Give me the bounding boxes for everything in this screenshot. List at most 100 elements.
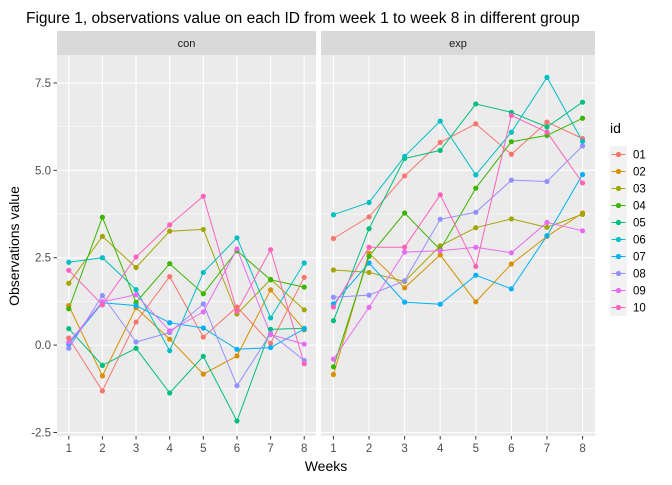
data-point-con-04 [301,284,307,290]
facet-strip [57,31,316,55]
data-point-exp-05 [330,318,337,324]
facet-panels: con 1 2 3 4 5 6 7 8 exp 1 2 3 4 5 6 7 8 [57,31,595,455]
legend-key-point [615,185,622,192]
data-point-exp-08 [544,178,550,185]
series-line-con-08 [68,294,305,387]
data-point-con-07 [133,303,139,309]
y-tick-label: 5.0 [35,165,51,177]
legend-key-point [615,219,622,226]
data-point-exp-06 [579,138,586,144]
legend-label: 08 [633,269,646,281]
x-tick-label: 2 [366,443,372,455]
data-point-con-03 [167,228,173,234]
data-point-exp-04 [579,115,586,121]
data-point-exp-01 [508,151,514,157]
data-point-exp-05 [579,99,586,105]
x-tick-label: 6 [508,443,514,455]
data-point-con-01 [267,340,274,346]
legend-key-point [615,168,622,175]
x-tick-label: 7 [267,443,273,455]
data-point-con-05 [234,418,240,424]
data-point-con-08 [66,345,72,351]
legend-label: 06 [633,235,646,247]
data-point-exp-08 [473,209,479,215]
legend: id 01 02 03 04 05 06 07 08 09 10 [610,120,646,316]
legend-item-06: 06 [610,231,646,248]
chart-title: Figure 1, observations value on each ID … [26,10,580,27]
y-tick-label: 2.5 [35,253,51,265]
series-line-exp-05 [333,101,583,321]
series-line-exp-02 [333,212,583,375]
data-point-con-10 [66,267,72,273]
data-point-con-03 [66,280,72,286]
legend-label: 03 [633,184,646,196]
data-point-exp-06 [402,153,408,159]
series-line-con-05 [68,327,305,423]
legend-item-02: 02 [610,163,646,180]
data-point-con-05 [66,326,72,332]
data-point-exp-09 [544,219,550,226]
data-point-con-01 [66,335,72,341]
data-point-exp-10 [508,112,514,119]
data-point-con-05 [99,362,106,368]
data-point-exp-07 [437,301,443,307]
data-point-exp-01 [402,173,408,179]
data-point-con-05 [133,345,139,351]
data-point-con-10 [267,247,274,253]
x-tick-label: 4 [166,443,173,455]
data-point-con-10 [200,193,206,199]
data-point-con-09 [66,339,72,345]
legend-item-04: 04 [610,197,646,214]
data-point-con-01 [200,334,206,340]
y-tick-label: -2.5 [31,428,51,440]
data-point-con-01 [167,274,173,280]
data-point-con-03 [301,307,307,313]
series-line-con-02 [68,289,305,378]
data-point-exp-07 [402,299,408,305]
data-point-exp-06 [473,172,479,178]
data-point-con-08 [99,292,106,299]
data-point-con-06 [267,315,274,321]
data-point-con-08 [200,301,206,307]
data-point-exp-04 [330,364,337,370]
legend-label: 05 [633,218,646,230]
data-point-con-06 [99,255,106,261]
data-point-con-04 [267,277,274,283]
data-point-exp-01 [544,119,550,125]
data-point-exp-05 [437,147,443,154]
data-point-exp-06 [437,118,443,124]
data-point-exp-06 [330,212,337,218]
data-point-exp-03 [330,267,337,273]
data-point-con-06 [167,348,173,354]
x-tick-label: 8 [579,443,585,455]
data-point-exp-04 [402,210,408,216]
data-point-exp-05 [544,124,550,130]
data-point-con-03 [99,233,106,240]
legend-key-point [615,270,622,277]
data-point-exp-01 [330,235,337,242]
data-point-exp-07 [508,286,514,292]
data-point-con-04 [66,306,72,312]
x-tick-label: 7 [544,443,550,455]
data-point-con-09 [133,292,139,298]
data-point-exp-03 [473,225,479,231]
data-point-con-08 [234,383,240,389]
data-point-con-05 [267,326,274,332]
series-line-exp-04 [333,117,583,367]
data-point-exp-09 [330,356,337,362]
data-point-con-04 [200,291,206,297]
data-point-con-06 [133,286,139,293]
data-point-con-08 [133,339,139,345]
data-point-exp-05 [366,226,372,232]
data-point-con-01 [133,319,139,325]
legend-item-01: 01 [610,146,646,163]
series-line-exp-10 [333,114,583,308]
data-point-con-10 [99,302,106,308]
data-point-con-07 [167,320,173,326]
legend-item-10: 10 [610,299,646,316]
y-tick-label: 7.5 [35,78,51,90]
data-point-con-03 [200,226,206,233]
data-point-exp-02 [437,252,443,258]
legend-label: 02 [633,167,646,179]
